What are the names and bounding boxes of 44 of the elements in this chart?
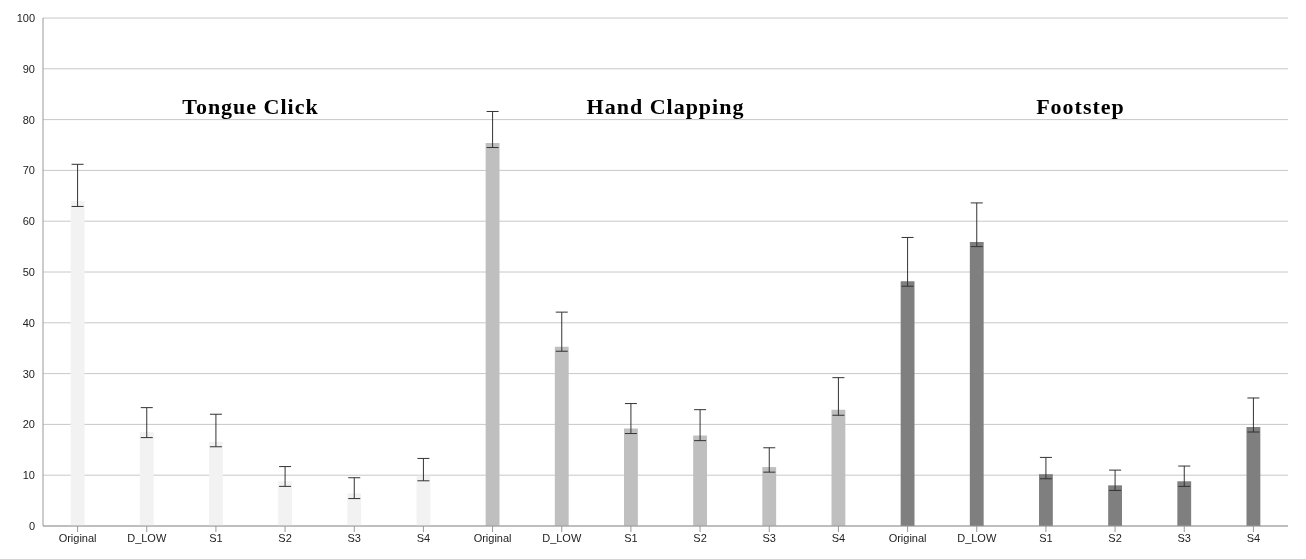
bar [900, 281, 915, 526]
x-tick-label: S2 [1108, 531, 1122, 544]
y-tick-label: 40 [22, 316, 35, 329]
x-tick-label: S2 [278, 531, 292, 544]
bar [1246, 426, 1261, 526]
bar [209, 441, 223, 526]
y-tick-label: 10 [22, 469, 35, 482]
y-tick-label: 100 [16, 11, 35, 24]
x-tick-label: S3 [1177, 531, 1191, 544]
y-tick-label: 90 [22, 62, 35, 75]
x-tick-label: S1 [1039, 531, 1053, 544]
annotation: Footstep [1035, 94, 1126, 120]
bar [139, 432, 154, 526]
y-tick-label: 70 [22, 164, 35, 177]
x-tick-label: Original [888, 531, 927, 544]
x-tick-label: S4 [1246, 531, 1261, 544]
x-tick-label: Original [58, 531, 97, 544]
x-tick-label: S1 [209, 531, 223, 544]
x-tick-label: S3 [347, 531, 361, 544]
x-tick-label: Original [473, 531, 512, 544]
x-tick-label: S4 [416, 531, 431, 544]
annotation: Tongue Click [181, 94, 320, 120]
y-tick-label: 30 [22, 367, 35, 380]
x-tick-label: D_LOW [957, 531, 997, 544]
bar [278, 481, 292, 526]
y-tick-label: 60 [22, 215, 35, 228]
y-tick-label: 0 [28, 519, 35, 532]
bar [70, 200, 85, 526]
x-tick-label: S3 [762, 531, 776, 544]
bar [1108, 485, 1122, 526]
y-tick-label: 80 [22, 113, 35, 126]
x-tick-label: S1 [624, 531, 638, 544]
bar [416, 475, 431, 526]
y-tick-label: 20 [22, 418, 35, 431]
bar [969, 242, 984, 526]
y-tick-label: 50 [22, 265, 35, 278]
x-tick-label: D_LOW [542, 531, 582, 544]
x-tick-label: S2 [693, 531, 707, 544]
x-tick-label: S4 [831, 531, 846, 544]
annotation: Hand Clapping [585, 94, 746, 120]
bar [1039, 474, 1053, 526]
bar [1177, 481, 1192, 526]
bar [347, 493, 362, 526]
x-tick-label: D_LOW [127, 531, 167, 544]
